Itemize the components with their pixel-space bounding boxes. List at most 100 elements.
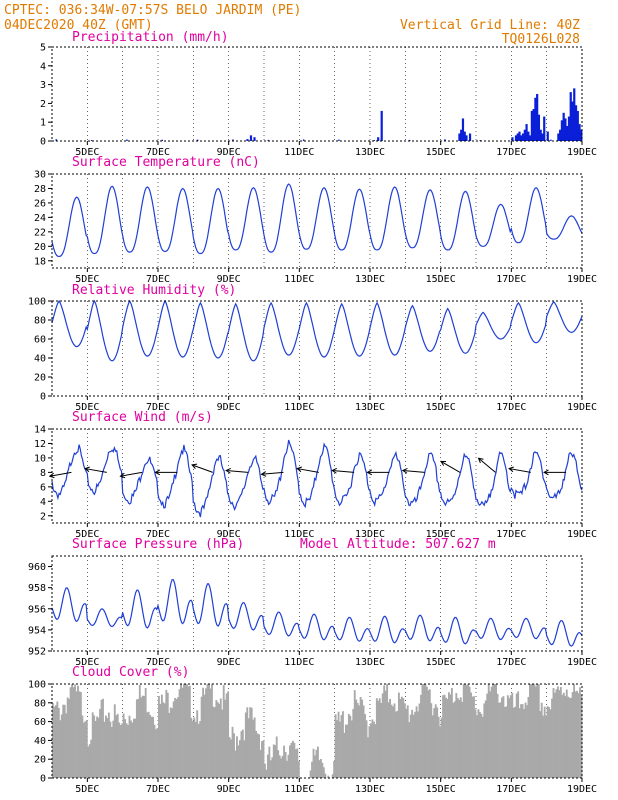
- cloud-bar: [297, 761, 300, 778]
- cloud-bar: [227, 691, 230, 778]
- cloud-bar: [321, 762, 324, 778]
- cloud-bar: [529, 684, 531, 778]
- precip-bar: [562, 112, 565, 141]
- cloud-bar: [91, 712, 94, 778]
- cloud-bar: [478, 711, 481, 778]
- cloud-xtick-label: 17DEC: [496, 784, 526, 795]
- cloud-bar: [446, 698, 449, 778]
- temp-xtick-label: 11DEC: [284, 274, 314, 285]
- cloud-bar: [181, 687, 184, 778]
- cloud-bar: [523, 709, 525, 778]
- cloud-bar: [521, 704, 524, 778]
- cloud-bar: [318, 760, 321, 778]
- cloud-bar: [72, 687, 75, 778]
- cloud-bar: [442, 695, 445, 778]
- cloud-bar: [579, 687, 581, 778]
- wind-arrow-head: [401, 468, 408, 474]
- cloud-bar: [349, 715, 352, 778]
- cloud-bar: [567, 696, 570, 778]
- wind-arrow-head: [477, 457, 484, 464]
- cloud-bar: [103, 721, 106, 778]
- cloud-bar: [370, 723, 372, 778]
- cloud-bar: [211, 684, 213, 778]
- cloud-bar: [456, 697, 459, 778]
- cloud-bar: [147, 711, 150, 778]
- cloud-bar: [312, 748, 315, 778]
- cloud-bar: [353, 690, 356, 778]
- cloud-panel: Cloud Cover (%) 0 20 40 60 80 100 5DEC 7DEC 9DEC 1…: [28, 665, 597, 795]
- cloud-bar: [561, 694, 564, 778]
- wind-arrow-head: [366, 469, 373, 476]
- cloud-bar: [156, 728, 159, 778]
- cloud-bar: [209, 688, 212, 778]
- cloud-bar: [187, 686, 190, 778]
- cloud-bar: [93, 715, 96, 778]
- cloud-bar: [455, 693, 458, 778]
- precip-bar: [253, 137, 256, 141]
- temp-xtick-label: 15DEC: [426, 274, 456, 285]
- cloud-bar: [555, 689, 558, 778]
- cloud-bar: [461, 701, 464, 778]
- cloud-bar: [199, 721, 202, 778]
- cloud-bar: [562, 692, 565, 778]
- cloud-bar: [183, 684, 185, 778]
- precip-bar: [465, 135, 468, 141]
- wind-arrow-head: [225, 468, 231, 474]
- cloud-bar: [342, 711, 344, 778]
- cloud-bar: [57, 707, 60, 778]
- cloud-bar: [396, 710, 399, 778]
- cloud-bar: [233, 733, 235, 778]
- cloud-bar: [430, 703, 433, 778]
- temp-ytick-label: 26: [34, 198, 46, 209]
- cloud-bar: [568, 697, 571, 778]
- cloud-bar: [294, 749, 297, 778]
- precip-frame: [51, 46, 583, 142]
- cloud-bar: [356, 702, 359, 778]
- cloud-bar: [174, 697, 177, 778]
- cloud-bar: [506, 695, 509, 778]
- cloud-bar: [132, 718, 135, 778]
- cloud-bar: [221, 709, 224, 778]
- precip-bar: [569, 92, 572, 141]
- wind-xtick-label: 11DEC: [284, 529, 314, 540]
- rh-xtick-label: 11DEC: [284, 402, 314, 413]
- wind-panel: Surface Wind (m/s) 2 4 6 8 10 12 14 5DEC 7DEC 9DEC…: [34, 410, 597, 540]
- cloud-bar: [577, 693, 580, 778]
- precip-bar: [196, 139, 199, 141]
- wind-arrow: [226, 469, 249, 473]
- temp-xtick-label: 7DEC: [146, 274, 170, 285]
- rh-xtick-label: 5DEC: [75, 402, 99, 413]
- cloud-bar: [495, 684, 498, 778]
- cloud-bar: [287, 754, 290, 778]
- wind-xtick-label: 5DEC: [75, 529, 99, 540]
- wind-arrow-head: [191, 463, 198, 469]
- cloud-bar: [191, 721, 194, 778]
- cloud-bar: [433, 708, 436, 778]
- cloud-bar: [359, 697, 362, 778]
- cloud-bar: [275, 736, 278, 778]
- cloud-bar: [113, 704, 116, 778]
- precip-bar: [408, 139, 411, 141]
- precip-bar: [546, 131, 549, 141]
- precip-bar: [373, 140, 376, 141]
- cloud-bar: [565, 689, 568, 778]
- header-grid-note: Vertical Grid Line: 40Z: [400, 18, 580, 33]
- precip-bar: [126, 139, 128, 141]
- pres-xtick-label: 19DEC: [567, 657, 597, 668]
- cloud-bar: [107, 712, 110, 778]
- cloud-bar: [387, 702, 390, 778]
- rh-ytick-label: 80: [34, 316, 46, 327]
- cloud-bar: [193, 717, 196, 778]
- cloud-xtick-label: 15DEC: [426, 784, 456, 795]
- precip-bar: [530, 110, 533, 141]
- cloud-frame: [51, 683, 583, 779]
- cloud-bar: [172, 701, 175, 778]
- cloud-bar: [150, 716, 153, 778]
- wind-xtick-label: 15DEC: [426, 529, 456, 540]
- cloud-bar: [246, 707, 249, 778]
- cloud-bar: [165, 689, 168, 778]
- rh-ytick-label: 40: [34, 354, 46, 365]
- precip-bar: [161, 139, 164, 141]
- cloud-bar: [392, 706, 394, 778]
- cloud-xtick-label: 5DEC: [75, 784, 99, 795]
